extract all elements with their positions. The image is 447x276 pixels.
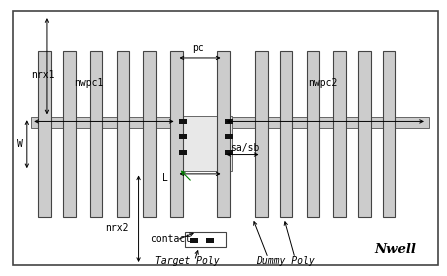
- Bar: [179, 150, 187, 155]
- Bar: [143, 51, 156, 217]
- Bar: [225, 119, 233, 124]
- Bar: [217, 51, 230, 217]
- Bar: [333, 51, 346, 217]
- Bar: [117, 51, 129, 217]
- Text: Dummy Poly: Dummy Poly: [256, 256, 315, 266]
- Text: nrx2: nrx2: [105, 223, 129, 233]
- Bar: [358, 51, 371, 217]
- Bar: [172, 116, 232, 171]
- Bar: [31, 117, 429, 128]
- Text: L: L: [162, 173, 169, 183]
- Bar: [185, 232, 226, 247]
- Bar: [38, 51, 51, 217]
- Text: Target Poly: Target Poly: [156, 256, 220, 266]
- Text: contact: contact: [150, 234, 191, 244]
- Text: pc: pc: [192, 43, 204, 53]
- Text: Nwell: Nwell: [375, 243, 417, 256]
- Text: W: W: [17, 139, 23, 148]
- Bar: [179, 134, 187, 139]
- Bar: [206, 238, 214, 243]
- Text: sa/sb: sa/sb: [230, 143, 260, 153]
- Bar: [190, 238, 198, 243]
- Bar: [170, 51, 183, 217]
- Bar: [225, 134, 233, 139]
- Text: nwpc2: nwpc2: [308, 78, 338, 88]
- Bar: [383, 51, 395, 217]
- Bar: [255, 51, 268, 217]
- Bar: [63, 51, 76, 217]
- Bar: [307, 51, 319, 217]
- Bar: [90, 51, 102, 217]
- Text: nrx1: nrx1: [31, 70, 55, 79]
- Bar: [280, 51, 292, 217]
- Bar: [225, 150, 233, 155]
- Text: nwpc1: nwpc1: [74, 78, 103, 88]
- Bar: [179, 119, 187, 124]
